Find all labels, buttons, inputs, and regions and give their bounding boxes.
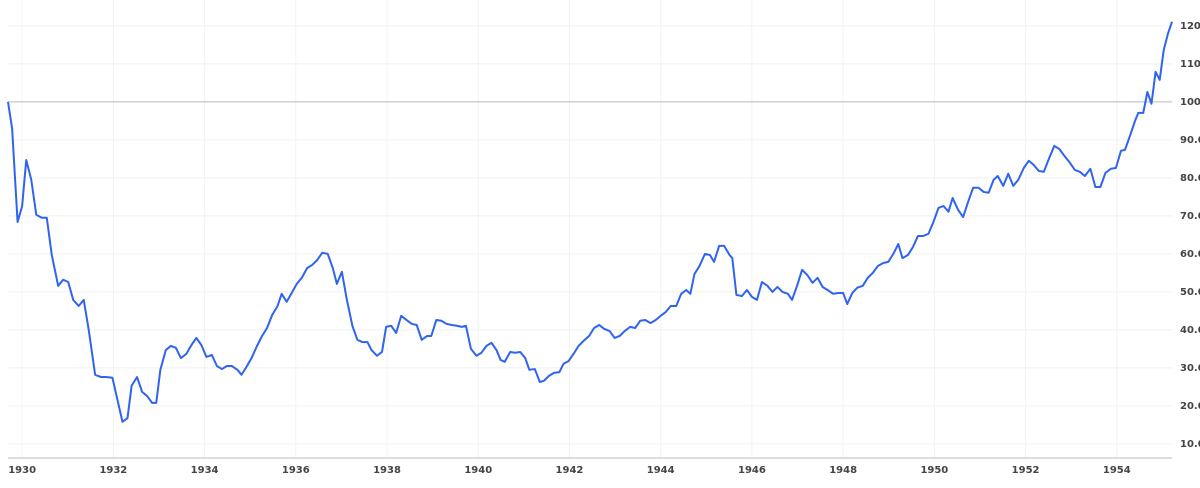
y-tick-label: 60.00 bbox=[1180, 249, 1200, 260]
y-tick-label: 70.00 bbox=[1180, 211, 1200, 222]
x-tick-label: 1950 bbox=[920, 465, 948, 476]
x-tick-label: 1936 bbox=[282, 465, 310, 476]
x-tick-label: 1944 bbox=[647, 465, 675, 476]
x-tick-label: 1940 bbox=[464, 465, 492, 476]
x-tick-label: 1930 bbox=[8, 465, 36, 476]
y-tick-label: 30.00 bbox=[1180, 363, 1200, 374]
x-tick-label: 1932 bbox=[99, 465, 127, 476]
line bbox=[7, 21, 1173, 423]
y-tick-label: 50.00 bbox=[1180, 287, 1200, 298]
x-tick-label: 1938 bbox=[373, 465, 401, 476]
x-tick-label: 1952 bbox=[1012, 465, 1040, 476]
x-tick-label: 1942 bbox=[556, 465, 584, 476]
y-tick-label: 40.00 bbox=[1180, 325, 1200, 336]
y-tick-label: 80.00 bbox=[1180, 173, 1200, 184]
x-tick-label: 1948 bbox=[829, 465, 857, 476]
x-tick-label: 1946 bbox=[738, 465, 766, 476]
x-tick-label: 1954 bbox=[1103, 465, 1131, 476]
y-tick-label: 110.00 bbox=[1180, 59, 1200, 70]
y-tick-label: 120.00 bbox=[1180, 21, 1200, 32]
y-tick-label: 10.00 bbox=[1180, 439, 1200, 450]
x-tick-label: 1934 bbox=[191, 465, 219, 476]
y-tick-label: 90.00 bbox=[1180, 135, 1200, 146]
y-tick-label: 20.00 bbox=[1180, 401, 1200, 412]
y-tick-label: 100.00 bbox=[1180, 97, 1200, 108]
